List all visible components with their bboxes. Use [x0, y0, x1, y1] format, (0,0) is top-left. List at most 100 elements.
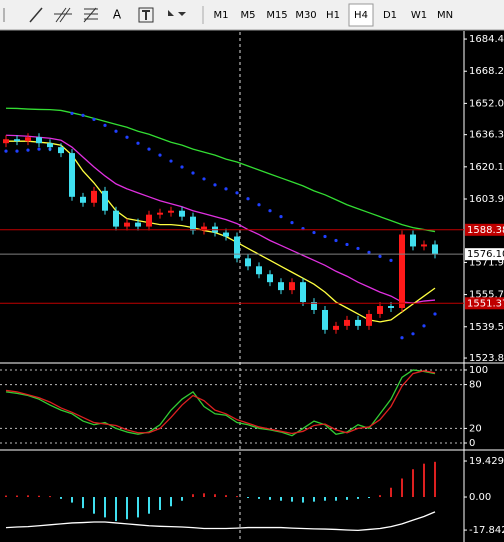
line-tool[interactable] [29, 7, 43, 23]
moving-average [5, 134, 436, 304]
y-tick-label: 1684.45 [469, 34, 504, 45]
histogram-bar [225, 495, 227, 498]
candle-body [201, 226, 207, 231]
histogram-bar [170, 497, 172, 507]
sar-dot [312, 230, 316, 235]
text-tool[interactable]: A [113, 8, 122, 22]
sar-dot [147, 147, 151, 151]
timeframe-button[interactable]: MN [437, 10, 453, 21]
candle-body [69, 153, 75, 197]
timeframe-button[interactable]: H1 [326, 10, 340, 21]
sar-dot [400, 336, 404, 340]
timeframes: M1 M5 M15 M30 H1 H4 D1 W1 MN [214, 3, 453, 27]
histogram-bar [71, 497, 73, 503]
y-tick-label: 100 [469, 365, 488, 376]
y-tick-label: 1539.55 [469, 322, 504, 333]
timeframe-button[interactable]: H4 [354, 10, 368, 21]
candle-body [223, 232, 229, 237]
level-label: 1588.38 [467, 225, 504, 236]
histogram-bar [60, 497, 62, 499]
sar-dot [411, 332, 415, 336]
histogram-bar [335, 497, 337, 501]
stochastic-line [5, 369, 436, 437]
sar-dot [213, 183, 217, 187]
sar-dot [81, 113, 85, 117]
y-tick-label: 1620.10 [469, 162, 504, 173]
level-label: 1576.10 [467, 249, 504, 260]
candle-body [344, 319, 350, 326]
histogram-bar [346, 497, 348, 500]
level-label-bg [465, 223, 504, 236]
candle-body [311, 302, 317, 310]
timeframe-button[interactable]: D1 [383, 10, 397, 21]
histogram-bar [148, 497, 150, 514]
sar-dot [422, 324, 426, 328]
candle-body [168, 210, 174, 213]
candle-body [333, 325, 339, 330]
sar-dot [136, 141, 140, 145]
y-tick-label: 80 [469, 380, 482, 391]
candle-body [179, 210, 185, 217]
candle-body [36, 137, 42, 144]
candle-body [410, 234, 416, 247]
histogram-bar [49, 496, 51, 498]
sar-dot [334, 238, 338, 243]
moving-average [6, 140, 436, 323]
histogram-bar [27, 495, 29, 498]
label-tool[interactable] [138, 7, 154, 23]
sar-dot [169, 159, 173, 163]
sar-dot [125, 135, 129, 139]
sar-dot [158, 153, 162, 157]
sar-dot [389, 258, 393, 262]
candle-body [113, 210, 119, 227]
timeframe-button[interactable]: W1 [411, 10, 427, 21]
histogram-bar [126, 497, 128, 520]
histogram-bar [269, 497, 271, 500]
candle-body [91, 190, 97, 203]
y-tick-label: 1652.05 [469, 98, 504, 109]
y-tick-label: 1603.90 [469, 194, 504, 205]
histogram-bar [434, 461, 436, 498]
histogram-bar [38, 495, 40, 498]
timeframe-button[interactable]: M15 [266, 10, 287, 21]
timeframe-button[interactable]: M30 [295, 10, 316, 21]
sar-dot [224, 187, 228, 191]
timeframe-button[interactable]: M5 [241, 10, 256, 21]
candle-body [80, 196, 86, 203]
histogram-bar [313, 497, 315, 502]
sar-dot [114, 129, 118, 133]
moving-average [5, 107, 436, 233]
y-tick-label: 1668.25 [469, 66, 504, 77]
histogram-bar [368, 497, 370, 499]
candle-body [124, 222, 130, 227]
histogram-bar [203, 493, 205, 498]
arrow-tool[interactable] [168, 10, 186, 16]
sar-dot [15, 149, 19, 153]
candle-body [289, 282, 295, 291]
sar-dot [202, 177, 206, 181]
y-tick-label: 0.00 [469, 492, 491, 503]
histogram-bar [236, 496, 238, 498]
channel-tool[interactable] [54, 7, 72, 23]
sar-dot [279, 215, 283, 219]
candle-body [421, 244, 427, 247]
level-label-bg [465, 248, 504, 261]
candle-body [432, 244, 438, 255]
histogram-bar [423, 463, 425, 498]
fib-tool[interactable] [83, 7, 98, 23]
candle-body [300, 282, 306, 303]
candle-body [135, 222, 141, 227]
y-tick-label: 1555.75 [469, 290, 504, 301]
sar-dot [378, 254, 382, 258]
histogram-bar [104, 497, 106, 518]
candle-body [157, 212, 163, 215]
histogram-bar [214, 494, 216, 498]
level-label: 1551.37 [467, 298, 504, 309]
candle-body [377, 306, 383, 314]
y-tick-label: 0 [469, 438, 475, 449]
sar-dot [323, 234, 327, 239]
y-tick-label: 1571.95 [469, 257, 504, 268]
sar-dot [180, 165, 184, 169]
sar-dot [26, 148, 30, 152]
timeframe-button[interactable]: M1 [214, 10, 229, 21]
